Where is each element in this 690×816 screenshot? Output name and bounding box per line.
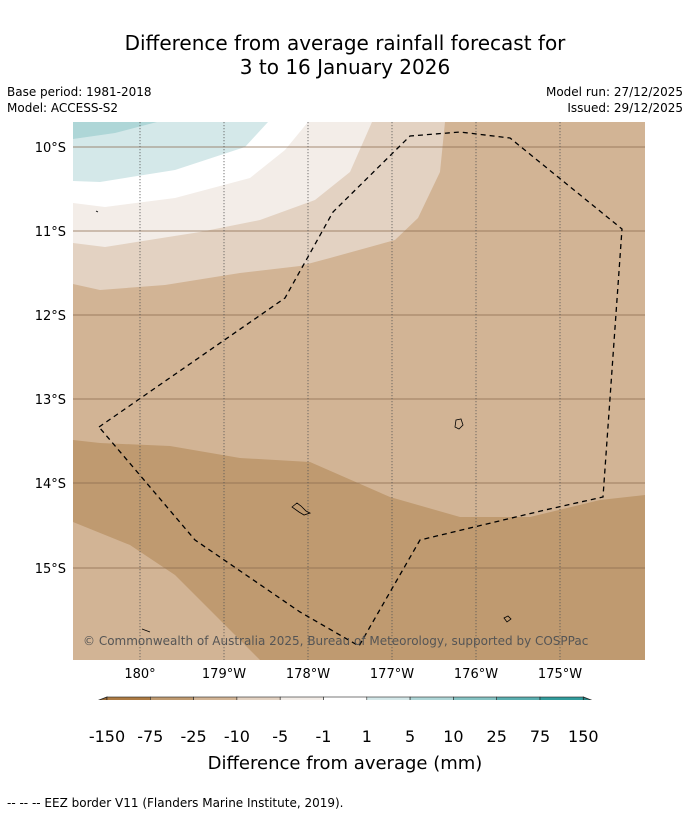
lon-label: 180° <box>124 667 155 682</box>
lat-label: 10°S <box>35 141 66 156</box>
graticule <box>73 122 645 660</box>
eez-legend-note: -- -- -- EEZ border V11 (Flanders Marine… <box>7 796 344 810</box>
lat-label: 11°S <box>35 225 66 240</box>
lat-label: 15°S <box>35 562 66 577</box>
colorbar-segment <box>496 696 541 700</box>
region-plus-5 <box>73 122 157 139</box>
colorbar-tick-label: 75 <box>529 727 551 746</box>
colorbar-segment <box>539 696 584 700</box>
issued-date: Issued: 29/12/2025 <box>567 101 683 115</box>
model-name: Model: ACCESS-S2 <box>7 101 119 115</box>
eez-border <box>98 131 623 647</box>
island <box>95 210 99 213</box>
longitude-labels: 180° 179°W 178°W 177°W 176°W 175°W <box>124 667 582 682</box>
map-fill-layer <box>73 122 645 660</box>
region-plus-1 <box>73 122 268 182</box>
colorbar-segment <box>106 696 151 700</box>
colorbar-tick-label: 5 <box>405 727 416 746</box>
title-line-1: Difference from average rainfall forecas… <box>124 31 566 55</box>
colorbar-title: Difference from average (mm) <box>207 753 483 774</box>
colorbar-tick-label: -150 <box>88 727 126 746</box>
colorbar-segment <box>366 696 411 700</box>
chart-title: Difference from average rainfall forecas… <box>0 31 690 79</box>
island <box>454 418 464 430</box>
meta-right: Model run: 27/12/2025 Issued: 29/12/2025 <box>546 84 683 116</box>
lat-label: 14°S <box>35 477 66 492</box>
colorbar-segment <box>150 696 194 700</box>
colorbar-tick-label: -1 <box>315 727 332 746</box>
colorbar-tick-label: 150 <box>568 727 599 746</box>
model-run: Model run: 27/12/2025 <box>545 85 683 99</box>
latitude-labels: 10°S 11°S 12°S 13°S 14°S 15°S <box>35 141 66 577</box>
colorbar-segment <box>236 696 281 700</box>
base-period: Base period: 1981-2018 <box>7 85 152 99</box>
copyright-text: © Commonwealth of Australia 2025, Bureau… <box>83 634 588 648</box>
title-line-2: 3 to 16 January 2026 <box>239 55 451 79</box>
lat-label: 12°S <box>35 309 66 324</box>
lon-label: 178°W <box>286 667 330 682</box>
lon-label: 179°W <box>202 667 246 682</box>
island <box>141 628 151 633</box>
region-minus-75 <box>73 440 645 660</box>
lon-label: 176°W <box>454 667 498 682</box>
island <box>291 502 312 516</box>
lat-label: 13°S <box>35 393 66 408</box>
colorbar <box>98 696 593 700</box>
island <box>503 615 512 623</box>
colorbar-segment <box>453 696 497 700</box>
colorbar-tick-label: -75 <box>137 727 164 746</box>
lon-label: 177°W <box>370 667 414 682</box>
colorbar-tick-label: 1 <box>361 727 372 746</box>
colorbar-tick-label: 25 <box>486 727 507 746</box>
colorbar-segment <box>409 696 454 700</box>
rainfall-map: © Commonwealth of Australia 2025, Bureau… <box>35 122 645 700</box>
colorbar-over-arrow <box>582 696 593 700</box>
colorbar-tick-label: -10 <box>223 727 250 746</box>
islands <box>95 210 512 633</box>
colorbar-segment <box>323 696 368 700</box>
colorbar-segment <box>193 696 238 700</box>
colorbar-tick-label: -25 <box>180 727 207 746</box>
meta-left: Base period: 1981-2018 Model: ACCESS-S2 <box>7 84 152 116</box>
lon-label: 175°W <box>538 667 582 682</box>
colorbar-tick-label: 10 <box>443 727 464 746</box>
colorbar-under-arrow <box>98 696 108 700</box>
colorbar-segment <box>279 696 324 700</box>
colorbar-tick-label: -5 <box>272 727 289 746</box>
